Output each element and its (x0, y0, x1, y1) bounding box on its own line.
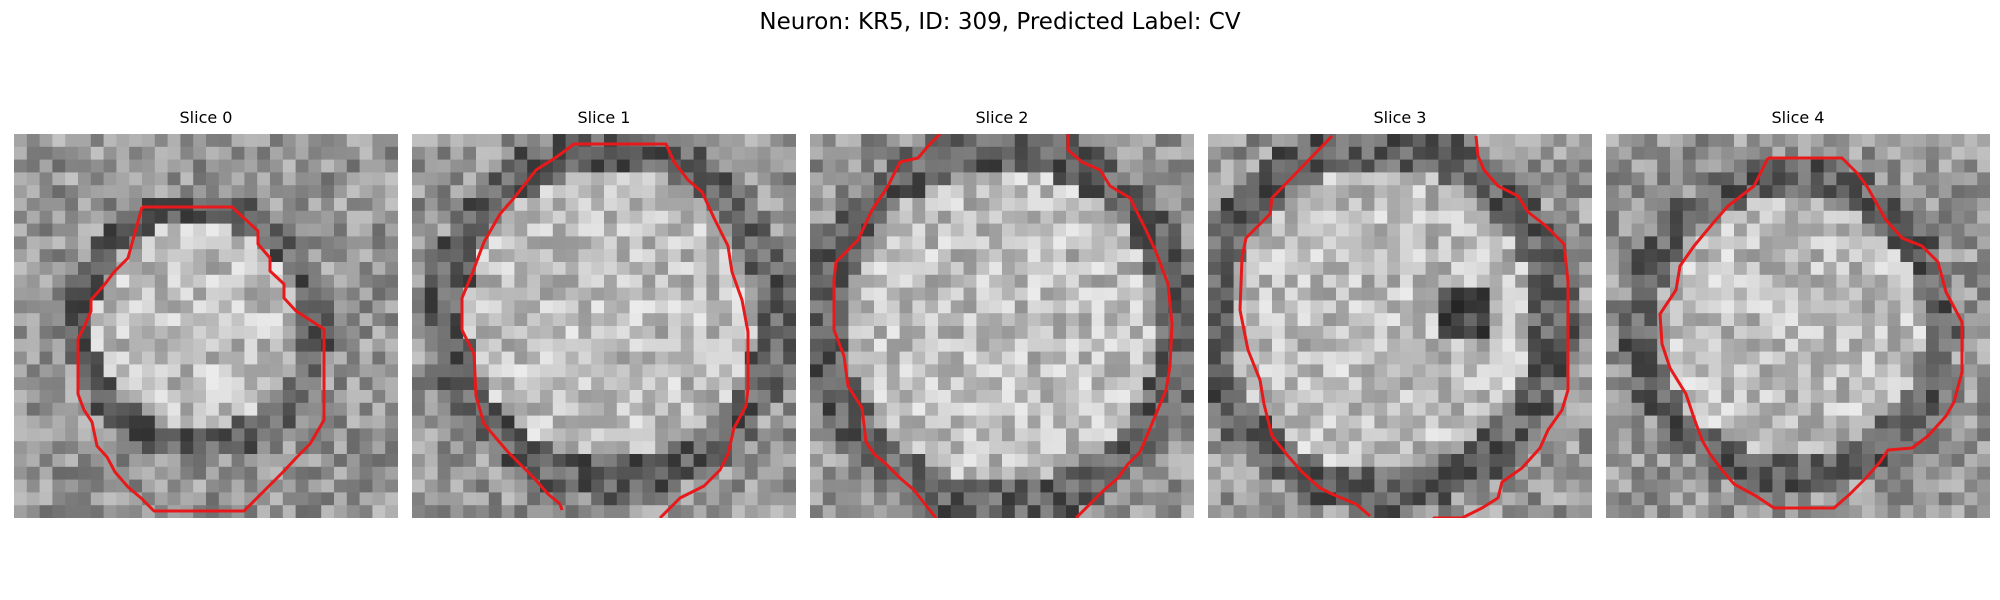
slice-image-3 (1208, 134, 1592, 518)
contour-line-1b (558, 503, 564, 511)
slice-title-0: Slice 0 (179, 108, 233, 127)
slice-image-4 (1606, 134, 1990, 518)
contour-line-3 (1238, 134, 1371, 518)
slice-title-4: Slice 4 (1771, 108, 1825, 127)
contour-line-2 (832, 134, 942, 518)
slice-pixels-3 (1208, 134, 1592, 518)
slice-title-2: Slice 2 (975, 108, 1029, 127)
slice-image-1 (412, 134, 796, 518)
contour-line-4 (1658, 156, 1964, 510)
figure-title: Neuron: KR5, ID: 309, Predicted Label: C… (759, 9, 1241, 35)
slice-pixels-0 (14, 134, 398, 518)
slice-pixels-4 (1606, 134, 1990, 518)
contour-line-3b (1432, 135, 1570, 518)
slice-title-1: Slice 1 (577, 108, 631, 127)
slice-image-0 (14, 134, 398, 518)
slice-pixels-2 (810, 134, 1194, 518)
slice-title-3: Slice 3 (1373, 108, 1427, 127)
contour-line-2b (1066, 134, 1174, 518)
slice-image-2 (810, 134, 1194, 518)
contour-line-0 (76, 205, 326, 513)
contour-line-1 (460, 142, 750, 518)
slice-pixels-1 (412, 134, 796, 518)
